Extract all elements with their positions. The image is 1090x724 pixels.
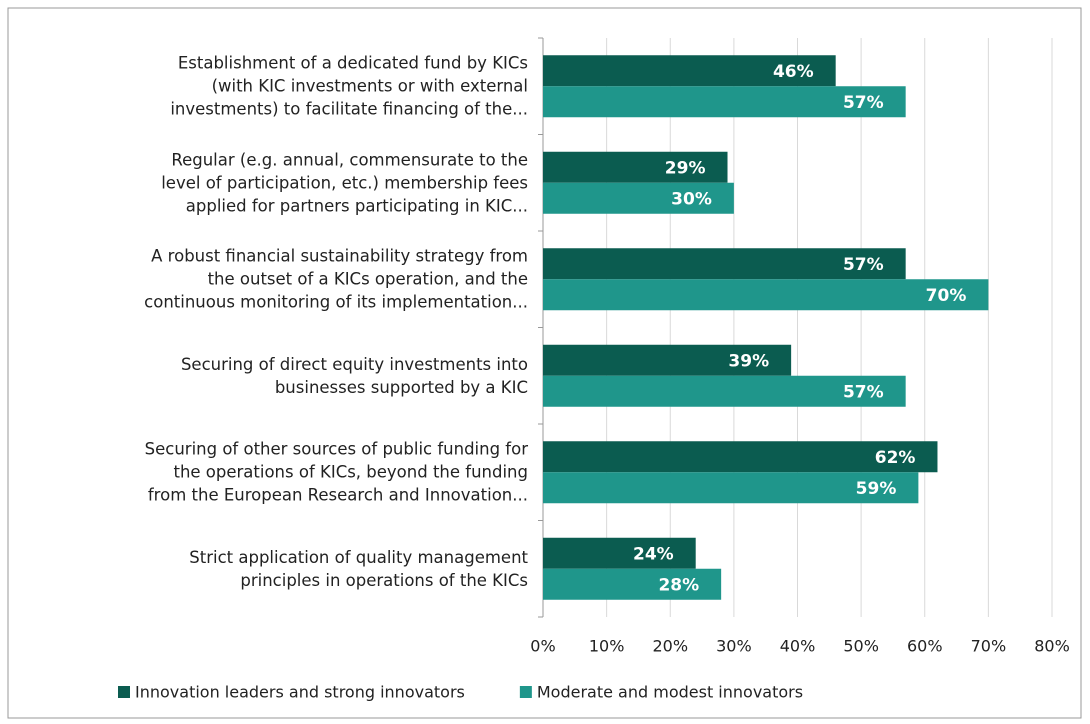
value-label: 46% [773,62,814,82]
bar [543,441,938,473]
chart-border [7,7,1082,719]
category-label: Regular (e.g. annual, commensurate to th… [161,150,528,216]
bar [543,472,919,504]
bar [543,86,906,118]
value-label: 57% [843,255,884,275]
x-tick-label: 20% [652,637,688,656]
category-label: Strict application of quality management… [189,547,528,590]
x-tick-label: 30% [716,637,752,656]
legend-swatch [519,686,532,698]
x-tick-label: 60% [907,637,943,656]
value-label: 57% [843,382,884,402]
category-label: Establishment of a dedicated fund by KIC… [170,53,528,119]
x-tick-label: 50% [843,637,879,656]
value-label: 57% [843,93,884,113]
bar [543,55,836,87]
bar [543,537,696,569]
legend-swatch [118,686,130,698]
bar [543,248,906,280]
legend-label: Moderate and modest innovators [537,683,803,702]
value-label: 29% [665,158,706,178]
value-label: 30% [671,189,712,209]
category-label: Securing of other sources of public fund… [144,439,528,505]
legend-label: Innovation leaders and strong innovators [135,683,465,702]
x-tick-label: 40% [780,637,816,656]
bar [543,151,728,183]
bar [543,182,734,214]
value-label: 24% [633,544,674,564]
bar [543,375,906,407]
value-label: 70% [926,286,967,306]
category-label: A robust financial sustainability strate… [144,246,528,312]
value-label: 28% [658,575,699,595]
x-tick-label: 70% [971,637,1007,656]
x-tick-label: 0% [530,637,555,656]
bar [543,568,722,600]
bar [543,344,792,376]
value-label: 39% [728,351,769,371]
category-label: Securing of direct equity investments in… [180,354,528,397]
value-label: 62% [875,448,916,468]
x-tick-label: 10% [589,637,625,656]
value-label: 59% [856,479,897,499]
bar [543,279,989,311]
x-tick-label: 80% [1034,637,1070,656]
